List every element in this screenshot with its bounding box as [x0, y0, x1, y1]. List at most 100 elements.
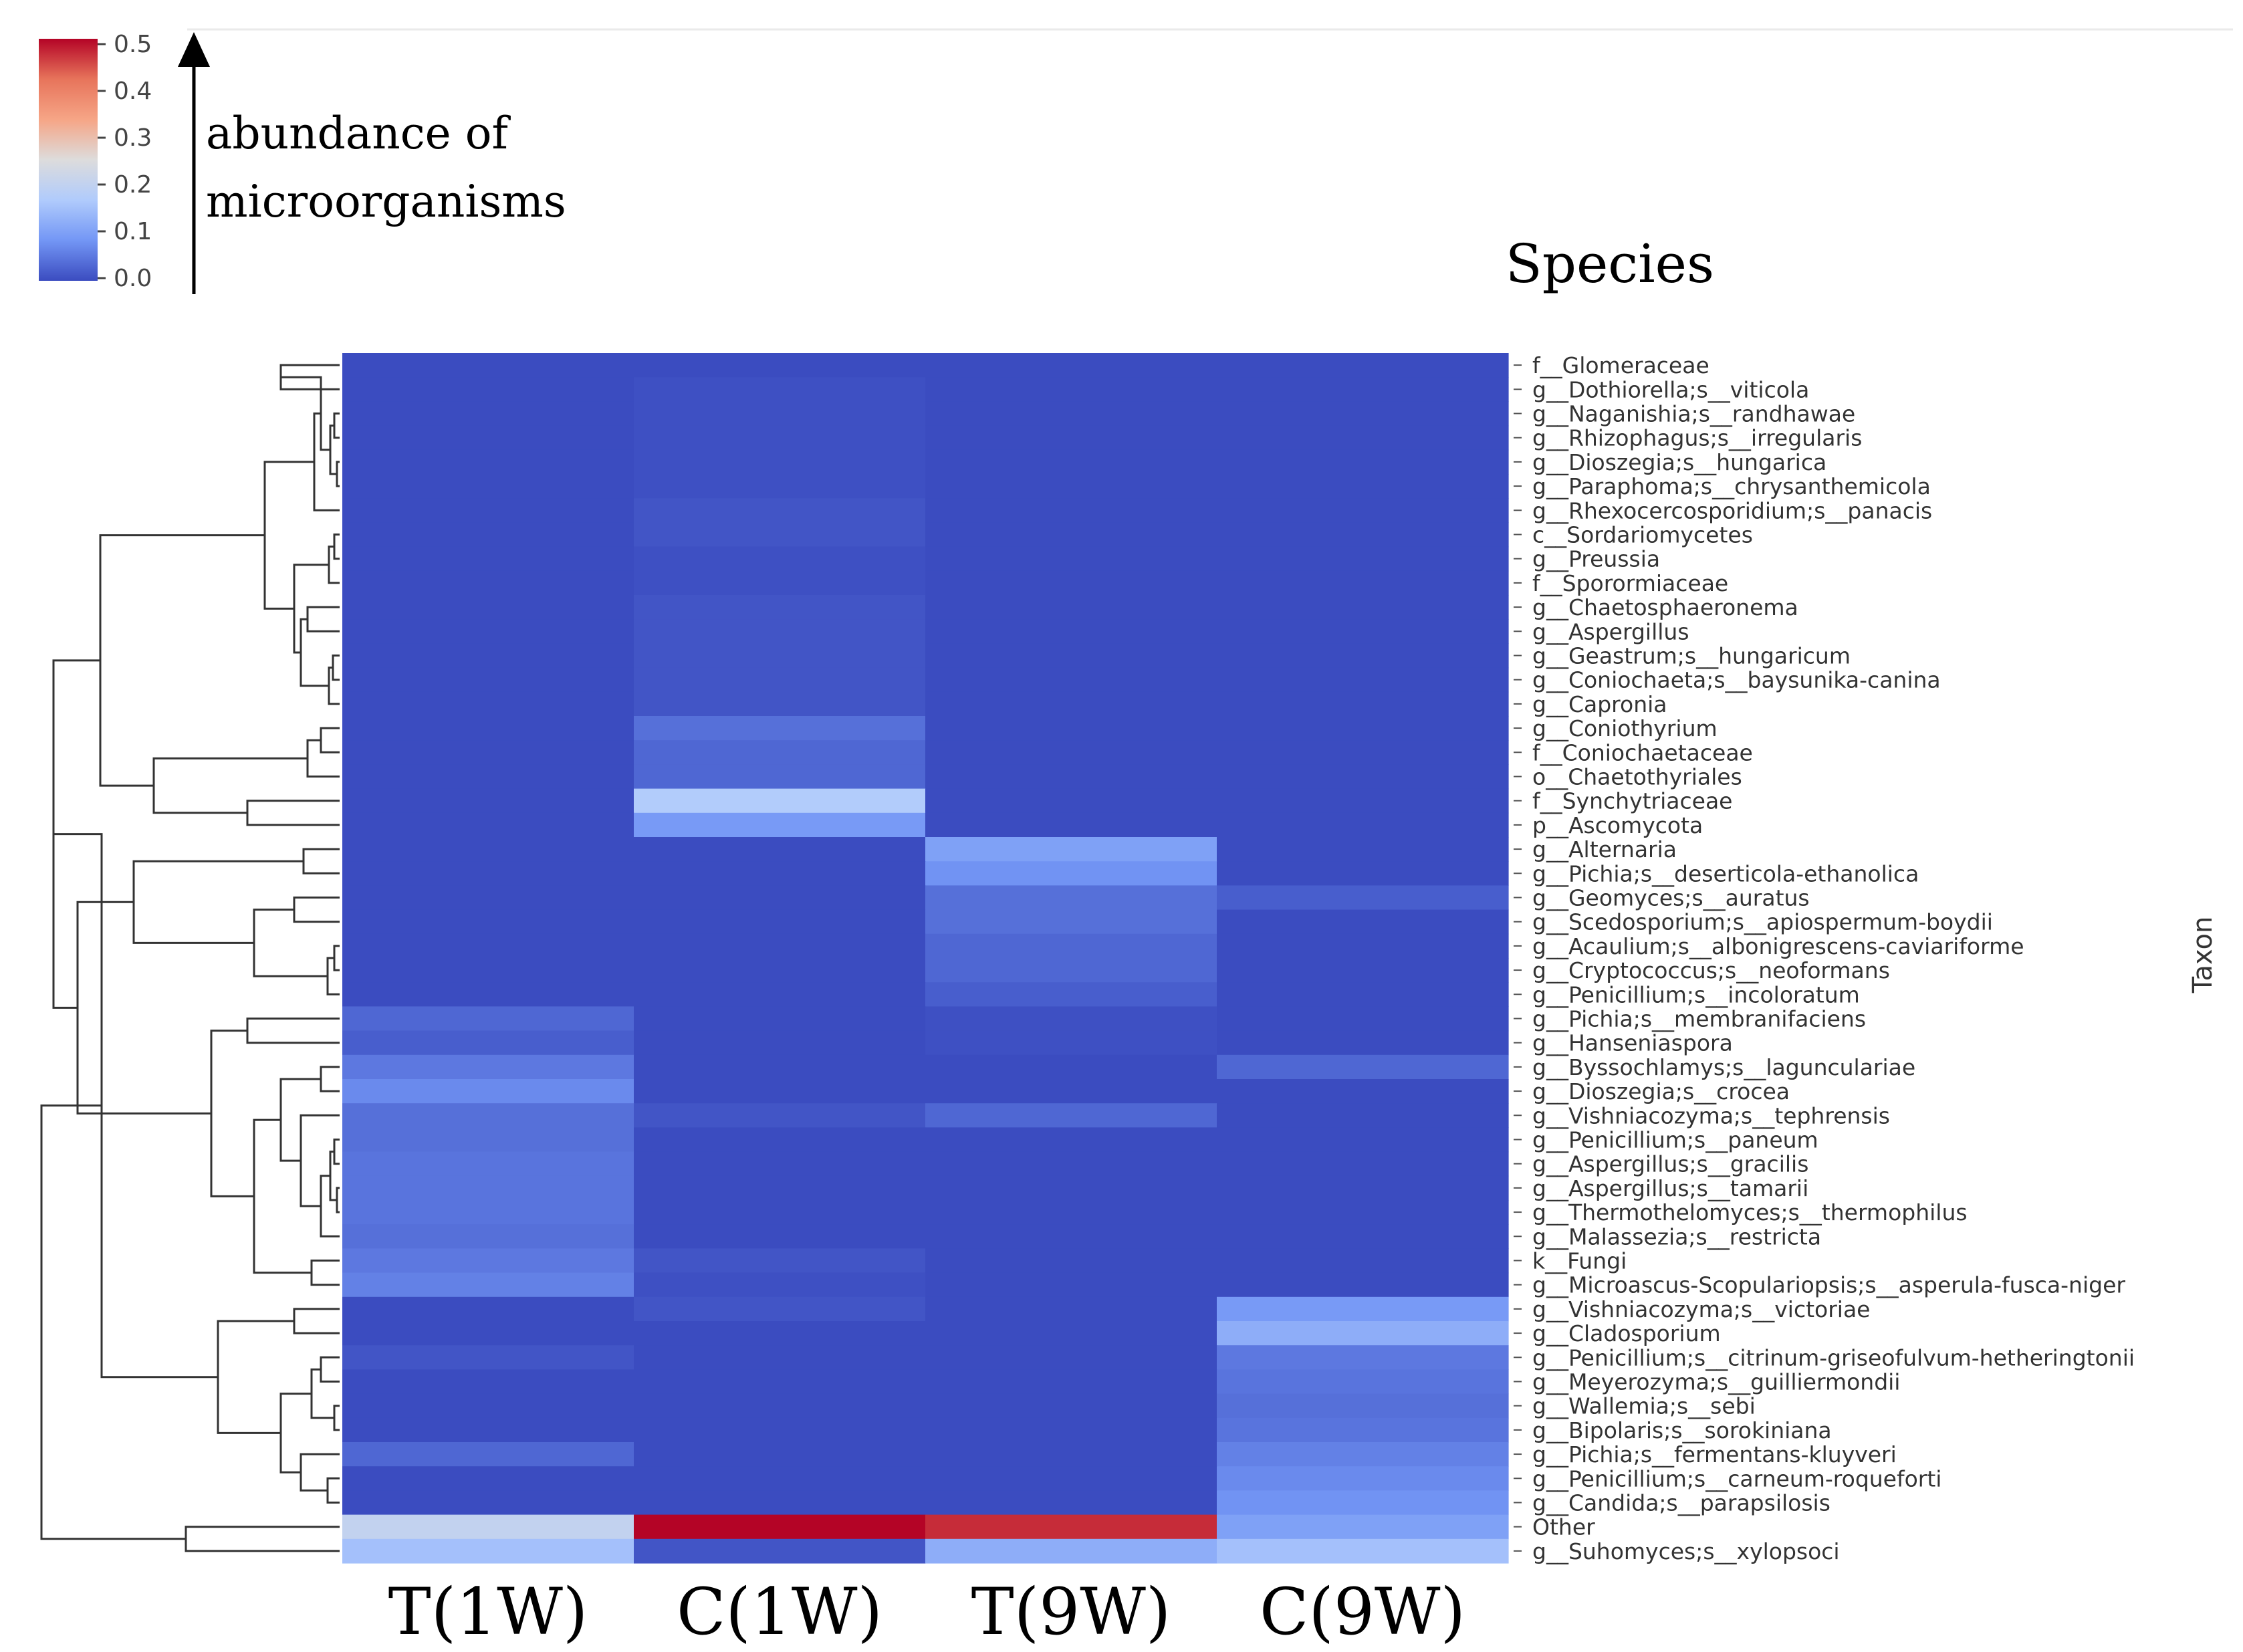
heatmap-cell — [1217, 667, 1509, 693]
heatmap-cell — [634, 522, 926, 548]
heatmap-cell — [925, 1030, 1217, 1056]
heatmap-cell — [925, 1103, 1217, 1128]
row-label: g__Aspergillus;s__tamarii — [1532, 1175, 1808, 1201]
row-label: g__Suhomyces;s__xylopsoci — [1532, 1538, 1840, 1564]
dendrogram-link — [320, 1066, 340, 1092]
heatmap-cell — [925, 788, 1217, 814]
dendrogram-link — [263, 461, 314, 610]
heatmap-cell — [342, 377, 634, 402]
heatmap-cell — [342, 691, 634, 717]
heatmap-cell — [1217, 1321, 1509, 1346]
row-label: f__Sporormiaceae — [1532, 570, 1728, 596]
heatmap-cell — [925, 1200, 1217, 1225]
row-label: g__Rhexocercosporidium;s__panacis — [1532, 497, 1932, 523]
row-label: g__Penicillium;s__carneum-roqueforti — [1532, 1465, 1941, 1492]
row-label: Other — [1532, 1514, 1595, 1540]
heatmap-cell — [925, 449, 1217, 475]
dendrogram-link — [293, 564, 329, 654]
heatmap-cell — [634, 691, 926, 717]
row-label: g__Preussia — [1532, 546, 1660, 572]
row-label: g__Aspergillus;s__gracilis — [1532, 1151, 1808, 1177]
heatmap-cell — [1217, 449, 1509, 475]
heatmap-cell — [925, 1442, 1217, 1467]
column-label: C(1W) — [677, 1574, 882, 1649]
dendrogram-link — [320, 727, 340, 753]
colorbar-label-line1: abundance of — [206, 108, 511, 159]
row-label: g__Dioszegia;s__hungarica — [1532, 449, 1826, 475]
dendrogram-link — [253, 909, 328, 977]
heatmap-cell — [634, 1151, 926, 1177]
heatmap-cell — [634, 1514, 926, 1540]
row-label: g__Naganishia;s__randhawae — [1532, 401, 1855, 427]
heatmap-cell — [1217, 861, 1509, 886]
heatmap-cell — [1217, 643, 1509, 669]
heatmap-cell — [342, 1030, 634, 1056]
heatmap-cell — [925, 982, 1217, 1007]
heatmap-cell — [1217, 885, 1509, 911]
heatmap-cell — [634, 1079, 926, 1104]
colorbar-tick-label: 0.3 — [114, 124, 152, 152]
heatmap-cell — [1217, 933, 1509, 959]
dendrogram-link — [332, 655, 340, 681]
row-label: g__Cladosporium — [1532, 1320, 1721, 1346]
heatmap-cell — [634, 837, 926, 862]
dendrogram-link — [336, 461, 340, 487]
heatmap-cell — [342, 1224, 634, 1249]
heatmap-cell — [1217, 691, 1509, 717]
row-label: g__Wallemia;s__sebi — [1532, 1393, 1756, 1419]
row-label: f__Glomeraceae — [1532, 352, 1709, 378]
heatmap-cell — [342, 740, 634, 765]
heatmap-cell — [634, 764, 926, 790]
heatmap-cell — [925, 1272, 1217, 1298]
heatmap-cell — [342, 909, 634, 935]
heatmap-cell — [342, 619, 634, 644]
dendrogram-link — [132, 860, 304, 944]
heatmap-cell — [342, 958, 634, 983]
heatmap-cell — [925, 1151, 1217, 1177]
heatmap-cell — [1217, 1538, 1509, 1564]
heatmap-cell — [634, 1103, 926, 1128]
heatmap-cell — [1217, 1296, 1509, 1322]
heatmap-cell — [634, 1248, 926, 1274]
row-label: g__Pichia;s__membranifaciens — [1532, 1006, 1866, 1032]
dendrogram-link — [279, 1393, 312, 1473]
heatmap-cell — [342, 1466, 634, 1491]
heatmap-cell — [925, 1079, 1217, 1104]
heatmap-cell — [634, 474, 926, 499]
heatmap-cell — [1217, 1006, 1509, 1032]
heatmap-cell — [634, 619, 926, 644]
dendrogram-link — [40, 1104, 186, 1540]
colorbar-tick-label: 0.0 — [114, 265, 152, 292]
heatmap-cell — [925, 1369, 1217, 1395]
heatmap-cell — [342, 788, 634, 814]
heatmap-cell — [925, 377, 1217, 402]
heatmap-cell — [1217, 1079, 1509, 1104]
row-label: g__Penicillium;s__paneum — [1532, 1127, 1818, 1153]
colorbar-ticks: 0.5 0.4 0.3 0.2 0.1 0.0 — [98, 31, 152, 292]
row-label: g__Thermothelomyces;s__thermophilus — [1532, 1199, 1968, 1225]
heatmap-cell — [925, 425, 1217, 451]
heatmap-cell — [342, 643, 634, 669]
heatmap-cell — [634, 1345, 926, 1370]
heatmap-cell — [634, 643, 926, 669]
heatmap-cell — [1217, 474, 1509, 499]
heatmap-cell — [342, 1321, 634, 1346]
heatmap-cell — [634, 1054, 926, 1080]
heatmap-cell — [925, 401, 1217, 427]
heatmap-cell — [634, 449, 926, 475]
column-label: T(9W) — [971, 1574, 1171, 1649]
heatmap-cell — [925, 474, 1217, 499]
dendrogram-link — [300, 618, 329, 687]
heatmap-cell — [925, 1296, 1217, 1322]
heatmap-cell — [342, 425, 634, 451]
row-label: f__Coniochaetaceae — [1532, 739, 1753, 765]
heatmap-cell — [1217, 570, 1509, 596]
heatmap-cell — [634, 1466, 926, 1491]
row-label: g__Byssochlamys;s__lagunculariae — [1532, 1054, 1915, 1080]
heatmap-cell — [1217, 1345, 1509, 1370]
heatmap-cell — [342, 1369, 634, 1395]
heatmap-cell — [925, 909, 1217, 935]
heatmap-cell — [342, 837, 634, 862]
heatmap-cell — [925, 643, 1217, 669]
heatmap-cell — [634, 982, 926, 1007]
